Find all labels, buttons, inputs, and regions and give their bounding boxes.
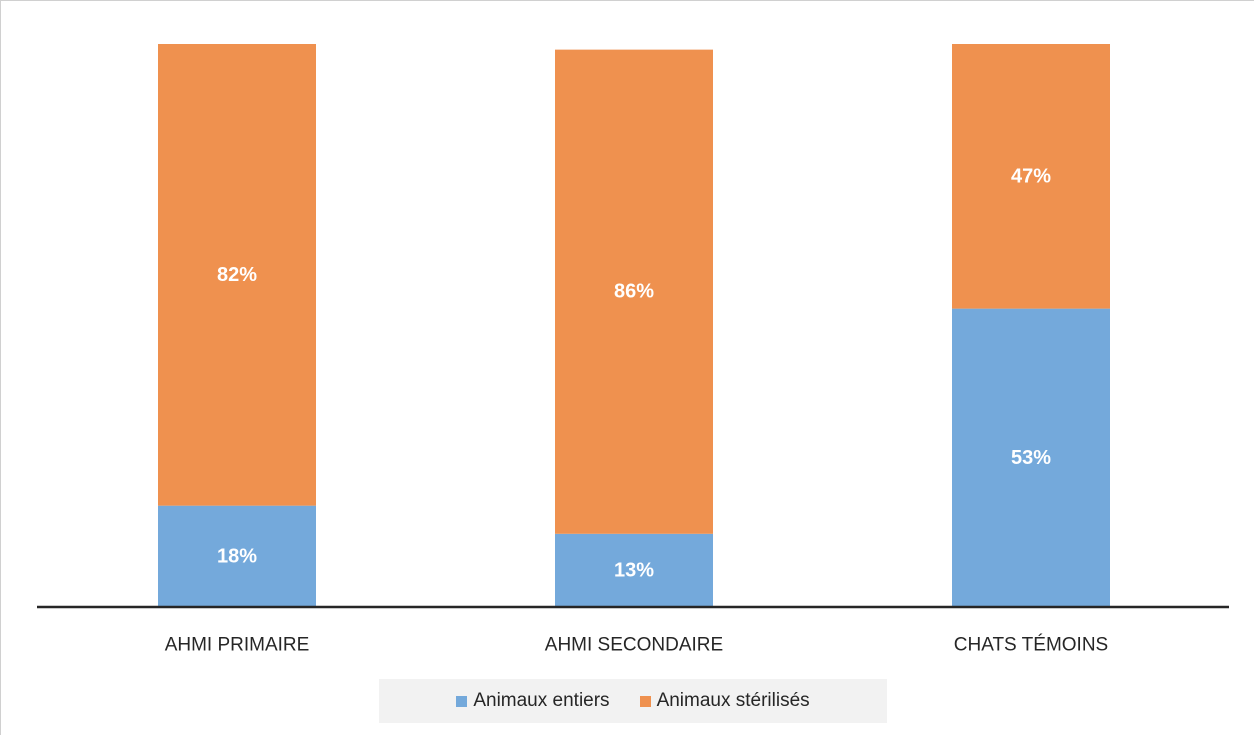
bar-chats-temoins-animaux-sterilises: [952, 44, 1110, 309]
data-labels-layer: 18% 82% 13% 86% 53% 47%: [217, 165, 1051, 581]
data-label-ahmi-secondaire-animaux-entiers: 13%: [614, 559, 654, 581]
legend-item-sterilises: Animaux stérilisés: [639, 690, 810, 712]
legend: Animaux entiers Animaux stérilisés: [379, 679, 887, 723]
legend-item-entiers: Animaux entiers: [456, 690, 610, 712]
legend-label-entiers: Animaux entiers: [473, 690, 610, 711]
category-labels-layer: AHMI PRIMAIRE AHMI SECONDAIRE CHATS TÉMOIN…: [165, 635, 1109, 656]
data-label-chats-temoins-animaux-sterilises: 47%: [1011, 165, 1051, 187]
bar-chats-temoins-animaux-entiers: [952, 308, 1110, 607]
bar-ahmi-secondaire-animaux-sterilises: [555, 49, 713, 534]
legend-swatch-sterilises: [639, 695, 651, 707]
legend-label-sterilises: Animaux stérilisés: [656, 690, 810, 711]
category-label-chats-temoins: CHATS TÉMOINS: [954, 635, 1108, 656]
data-label-ahmi-primaire-animaux-entiers: 18%: [217, 545, 257, 567]
bars-layer: [158, 44, 1110, 607]
bar-ahmi-secondaire-animaux-entiers: [555, 533, 713, 607]
category-label-ahmi-secondaire: AHMI SECONDAIRE: [545, 635, 723, 656]
data-label-chats-temoins-animaux-entiers: 53%: [1011, 447, 1051, 469]
bar-ahmi-primaire-animaux-sterilises: [158, 44, 316, 506]
data-label-ahmi-secondaire-animaux-sterilises: 86%: [614, 281, 654, 303]
stacked-bar-chart: 18% 82% 13% 86% 53% 47% AHMI PRIMAIRE AHMI SEC…: [37, 44, 1229, 656]
category-label-ahmi-primaire: AHMI PRIMAIRE: [165, 635, 310, 656]
legend-swatch-entiers: [456, 695, 468, 707]
bar-ahmi-primaire-animaux-entiers: [158, 505, 316, 607]
data-label-ahmi-primaire-animaux-sterilises: 82%: [217, 264, 257, 286]
